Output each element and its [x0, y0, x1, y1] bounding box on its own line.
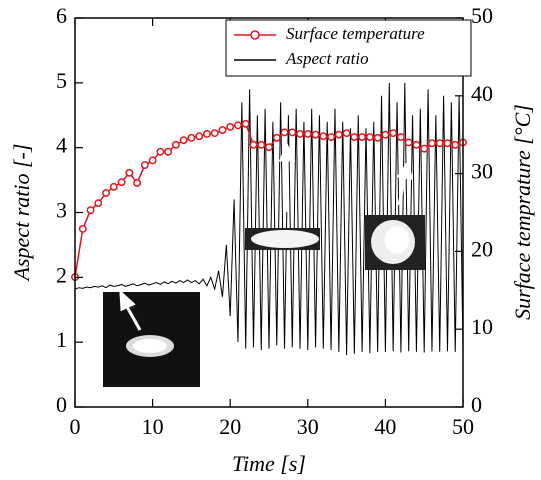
- data-point: [350, 133, 359, 141]
- legend-label: Surface temperature: [286, 24, 425, 43]
- data-point: [241, 119, 250, 128]
- legend-marker: [250, 30, 260, 40]
- y-tick-label: 3: [56, 198, 67, 223]
- data-point: [373, 133, 382, 142]
- data-point: [272, 133, 281, 142]
- x-tick-label: 30: [297, 414, 319, 439]
- legend-label: Aspect ratio: [285, 49, 369, 68]
- data-point: [86, 206, 95, 215]
- data-point: [202, 129, 211, 138]
- data-point: [218, 126, 227, 134]
- y2-tick-label: 20: [471, 236, 493, 261]
- data-point: [396, 133, 405, 141]
- data-point: [148, 156, 157, 165]
- data-point: [249, 140, 258, 149]
- data-point: [109, 182, 118, 191]
- data-point: [288, 128, 297, 137]
- data-point: [435, 139, 444, 148]
- data-point: [117, 178, 126, 187]
- x-tick-label: 40: [374, 414, 396, 439]
- data-point: [412, 140, 421, 149]
- y2-tick-label: 40: [471, 81, 493, 106]
- data-point: [420, 144, 429, 153]
- data-point: [358, 133, 367, 141]
- x-tick-label: 10: [142, 414, 164, 439]
- data-point: [319, 132, 328, 141]
- data-point: [443, 139, 452, 148]
- data-point: [265, 143, 273, 152]
- y-tick-label: 6: [56, 3, 67, 28]
- y-tick-label: 1: [56, 327, 67, 352]
- data-point: [342, 129, 351, 138]
- data-point: [133, 178, 142, 187]
- series-line: [74, 82, 464, 356]
- x-axis-label: Time [s]: [232, 451, 306, 476]
- y-tick-label: 2: [56, 262, 67, 287]
- y2-tick-label: 50: [471, 3, 493, 28]
- data-point: [303, 129, 312, 138]
- y2-axis-label: Surface temprature [°C]: [510, 104, 535, 320]
- data-point: [381, 130, 390, 139]
- arrows: [119, 142, 413, 331]
- data-point: [428, 139, 436, 148]
- data-point: [78, 224, 87, 233]
- data-point: [365, 133, 374, 141]
- y-tick-label: 4: [56, 133, 67, 158]
- x-tick-label: 50: [452, 414, 474, 439]
- y-axis-label: Aspect ratio [-]: [9, 144, 34, 283]
- data-point: [140, 161, 149, 169]
- inset-images: [103, 142, 425, 387]
- y-tick-label: 0: [56, 392, 67, 417]
- data-point: [296, 129, 304, 138]
- data-point: [171, 140, 180, 149]
- data-point: [187, 133, 196, 142]
- data-point: [94, 199, 103, 208]
- data-point: [102, 189, 110, 198]
- data-point: [311, 130, 320, 139]
- data-point: [226, 122, 235, 131]
- x-tick-label: 0: [70, 414, 81, 439]
- x-tick-label: 20: [219, 414, 241, 439]
- data-point: [234, 121, 242, 130]
- data-point: [156, 147, 165, 156]
- y2-tick-label: 10: [471, 314, 493, 339]
- data-point: [404, 138, 413, 147]
- data-point: [389, 129, 398, 138]
- y2-tick-label: 0: [471, 392, 482, 417]
- y2-tick-label: 30: [471, 159, 493, 184]
- data-point: [179, 136, 188, 145]
- data-point: [280, 128, 289, 137]
- data-point: [195, 132, 204, 141]
- data-point: [334, 130, 343, 139]
- data-point: [164, 147, 173, 156]
- droplet-core: [133, 339, 167, 353]
- data-point: [210, 129, 219, 138]
- legend-box: [225, 19, 472, 77]
- droplet-core: [385, 226, 409, 254]
- data-point: [327, 133, 336, 141]
- droplet: [251, 230, 319, 248]
- data-point: [257, 140, 266, 149]
- data-point: [125, 168, 134, 177]
- y-tick-label: 5: [56, 68, 67, 93]
- data-point: [451, 140, 460, 149]
